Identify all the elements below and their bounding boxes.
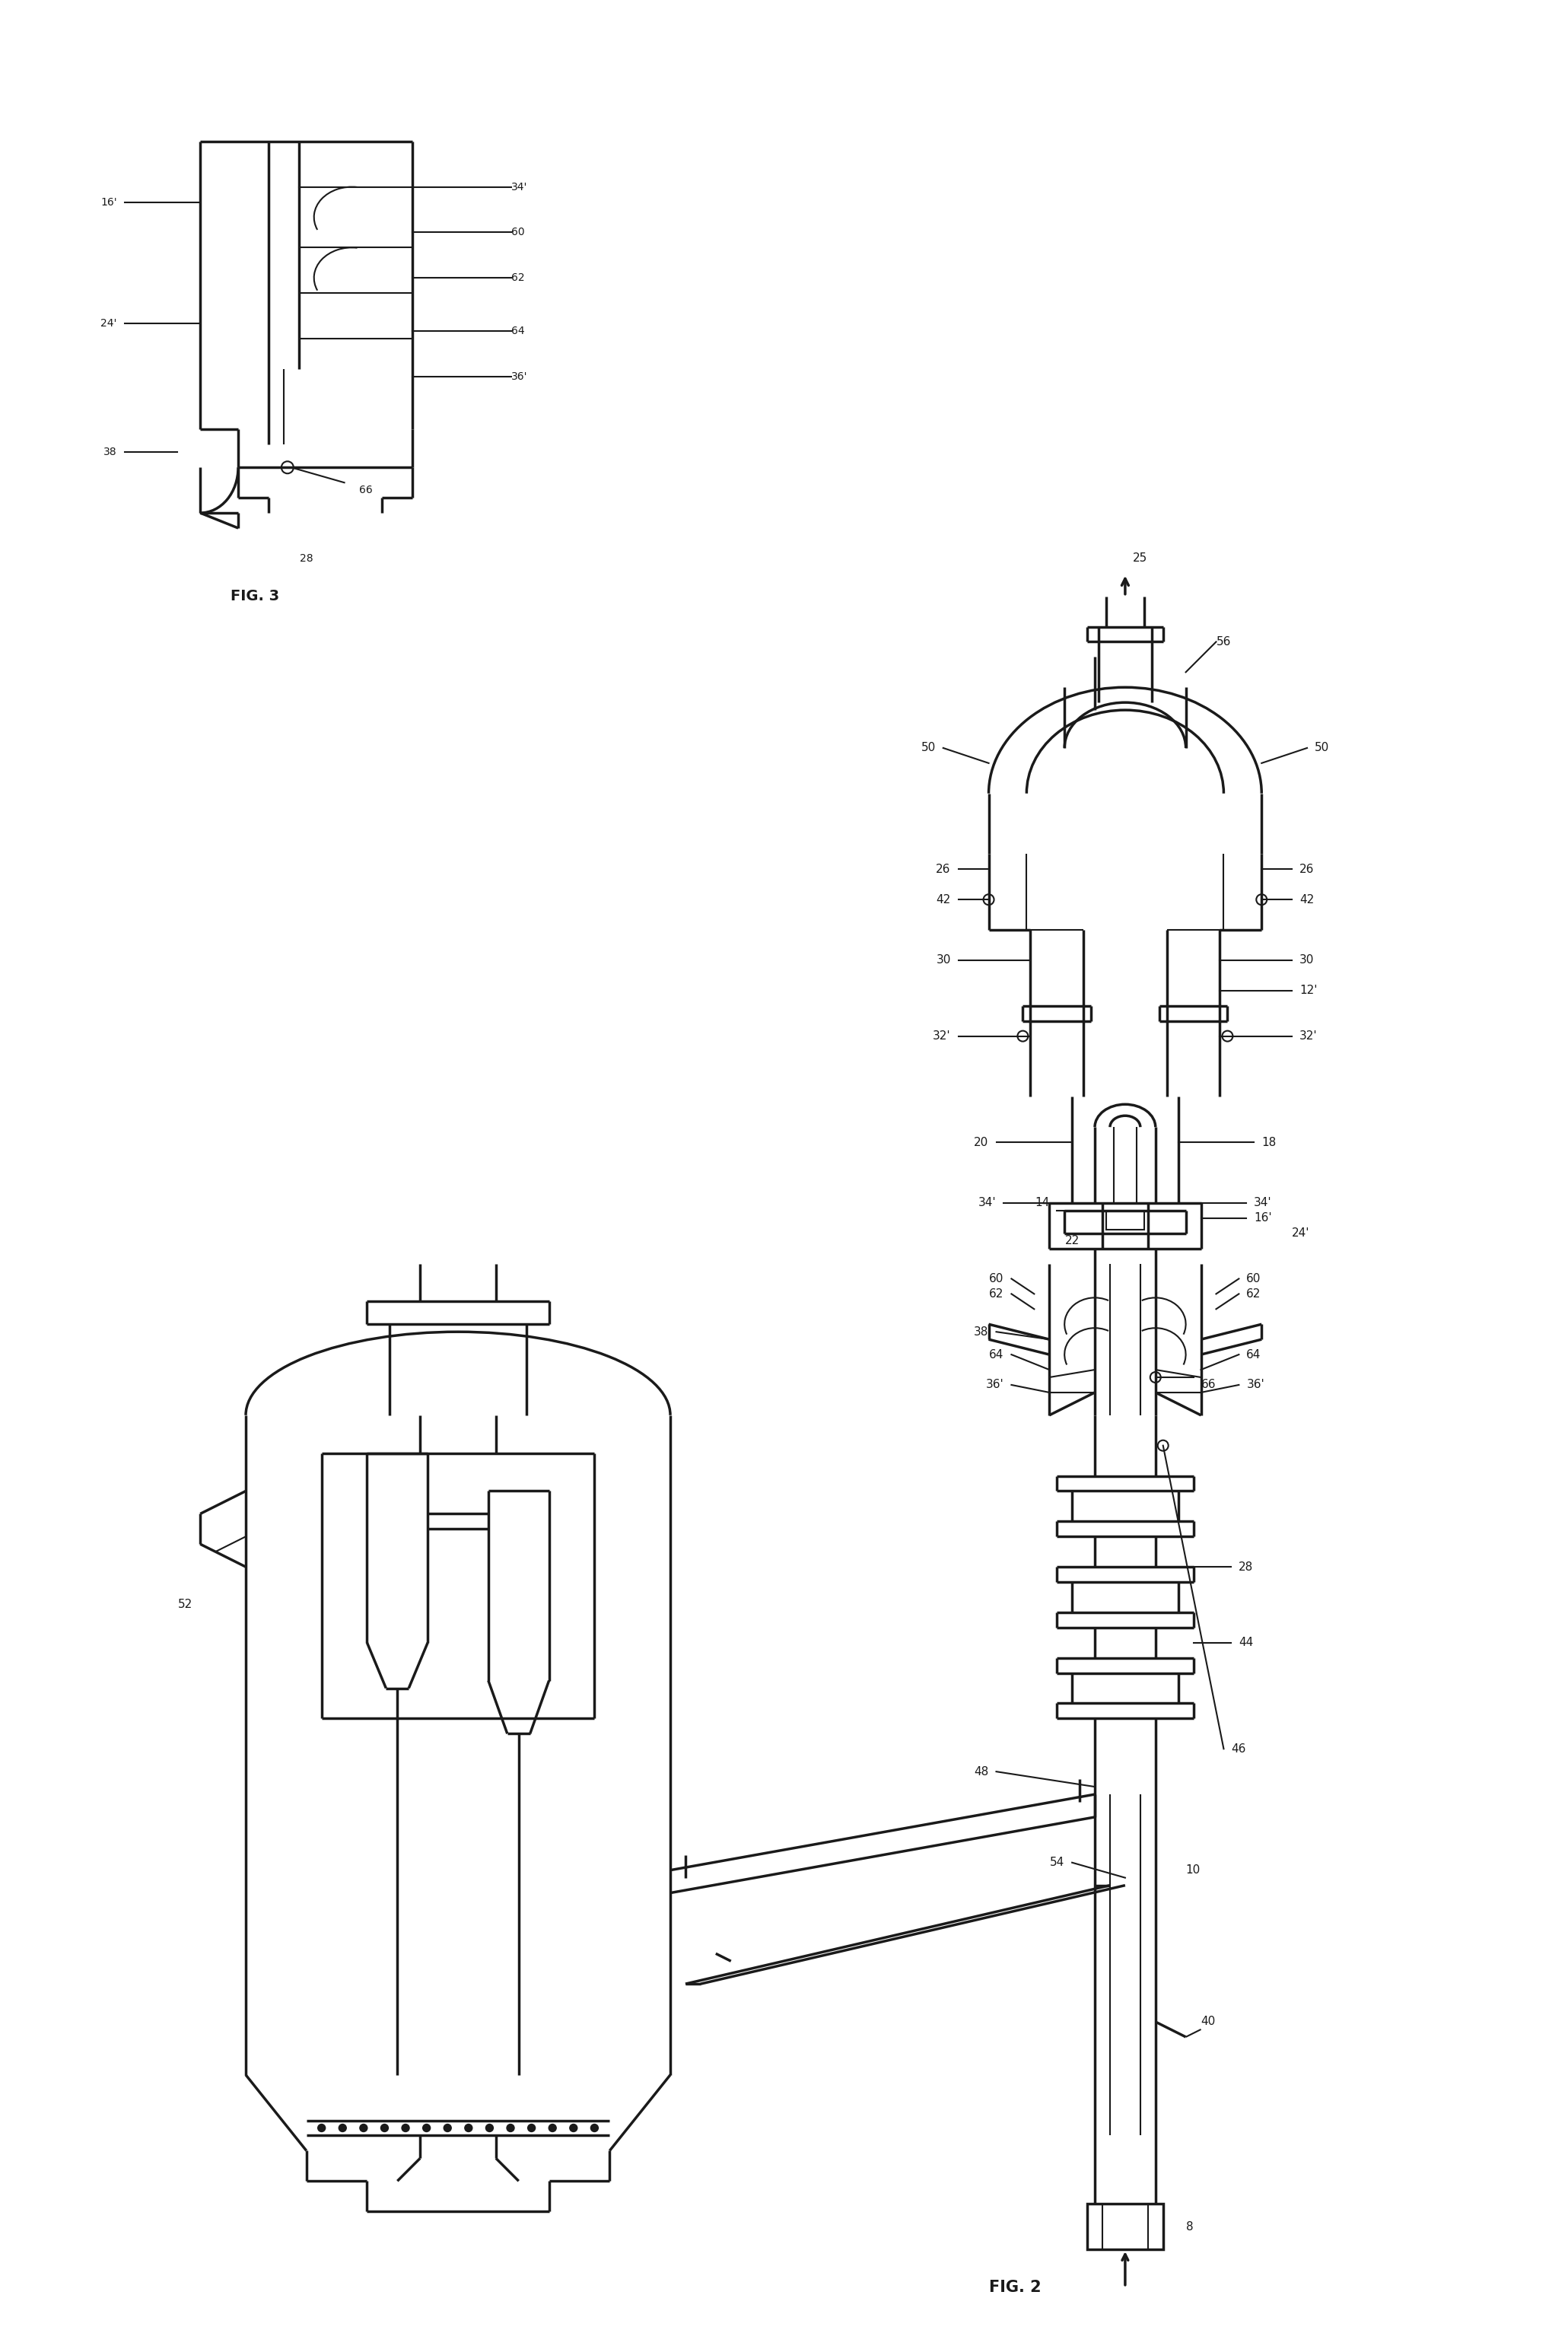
Text: 40: 40 bbox=[1201, 2015, 1215, 2027]
Text: 8: 8 bbox=[1185, 2220, 1193, 2232]
Text: 32': 32' bbox=[1300, 1030, 1317, 1042]
Text: 36': 36' bbox=[1247, 1379, 1264, 1391]
Circle shape bbox=[486, 2125, 494, 2132]
Bar bbox=[1105, 1212, 1145, 1230]
Text: 64: 64 bbox=[989, 1349, 1004, 1361]
Circle shape bbox=[528, 2125, 535, 2132]
Text: 34': 34' bbox=[1254, 1198, 1272, 1209]
Text: 42: 42 bbox=[936, 895, 950, 906]
Circle shape bbox=[444, 2125, 452, 2132]
Text: 48: 48 bbox=[974, 1766, 989, 1778]
Text: 52: 52 bbox=[177, 1598, 193, 1610]
Text: 36': 36' bbox=[511, 370, 527, 382]
Text: 28: 28 bbox=[1239, 1561, 1253, 1573]
Text: FIG. 2: FIG. 2 bbox=[989, 2279, 1041, 2295]
Circle shape bbox=[591, 2125, 599, 2132]
Text: 36': 36' bbox=[986, 1379, 1004, 1391]
Text: 26: 26 bbox=[936, 864, 950, 876]
Text: 32': 32' bbox=[933, 1030, 950, 1042]
Text: 30: 30 bbox=[936, 955, 950, 967]
Text: 60: 60 bbox=[989, 1272, 1004, 1284]
Text: 44: 44 bbox=[1239, 1638, 1253, 1647]
Text: 38: 38 bbox=[103, 447, 118, 457]
Circle shape bbox=[506, 2125, 514, 2132]
Circle shape bbox=[401, 2125, 409, 2132]
Text: 16': 16' bbox=[1254, 1212, 1272, 1223]
Text: 28: 28 bbox=[299, 552, 314, 564]
Circle shape bbox=[339, 2125, 347, 2132]
Text: 10: 10 bbox=[1185, 1864, 1201, 1876]
Text: 60: 60 bbox=[1247, 1272, 1261, 1284]
Text: 62: 62 bbox=[1247, 1288, 1261, 1300]
Text: 24': 24' bbox=[100, 317, 118, 329]
Text: 16': 16' bbox=[100, 196, 118, 207]
Text: 12': 12' bbox=[1300, 986, 1317, 997]
Text: 50: 50 bbox=[1314, 743, 1330, 753]
Circle shape bbox=[569, 2125, 577, 2132]
Text: 34': 34' bbox=[511, 182, 527, 191]
Text: 56: 56 bbox=[1217, 636, 1231, 648]
Circle shape bbox=[464, 2125, 472, 2132]
Text: 46: 46 bbox=[1231, 1743, 1247, 1754]
Circle shape bbox=[423, 2125, 430, 2132]
Text: 42: 42 bbox=[1300, 895, 1314, 906]
Text: FIG. 3: FIG. 3 bbox=[230, 589, 279, 603]
Text: 66: 66 bbox=[1201, 1379, 1215, 1391]
Text: 25: 25 bbox=[1132, 552, 1148, 564]
Circle shape bbox=[549, 2125, 557, 2132]
Text: 22: 22 bbox=[1065, 1235, 1080, 1247]
Text: 54: 54 bbox=[1051, 1857, 1065, 1869]
Circle shape bbox=[359, 2125, 367, 2132]
Text: 62: 62 bbox=[989, 1288, 1004, 1300]
Text: 38: 38 bbox=[974, 1326, 989, 1337]
Text: 50: 50 bbox=[920, 743, 936, 753]
Text: 66: 66 bbox=[359, 485, 373, 496]
Text: 62: 62 bbox=[511, 273, 525, 284]
Text: 20: 20 bbox=[974, 1137, 989, 1149]
Circle shape bbox=[381, 2125, 389, 2132]
Text: 64: 64 bbox=[511, 326, 525, 336]
Text: 24': 24' bbox=[1292, 1228, 1309, 1240]
Text: 34': 34' bbox=[978, 1198, 996, 1209]
Text: 60: 60 bbox=[511, 226, 525, 238]
Bar bbox=[1087, 2204, 1163, 2248]
Text: 18: 18 bbox=[1262, 1137, 1276, 1149]
Text: 30: 30 bbox=[1300, 955, 1314, 967]
Text: 26: 26 bbox=[1300, 864, 1314, 876]
Circle shape bbox=[318, 2125, 325, 2132]
Text: 64: 64 bbox=[1247, 1349, 1261, 1361]
Text: 14: 14 bbox=[1035, 1198, 1049, 1209]
